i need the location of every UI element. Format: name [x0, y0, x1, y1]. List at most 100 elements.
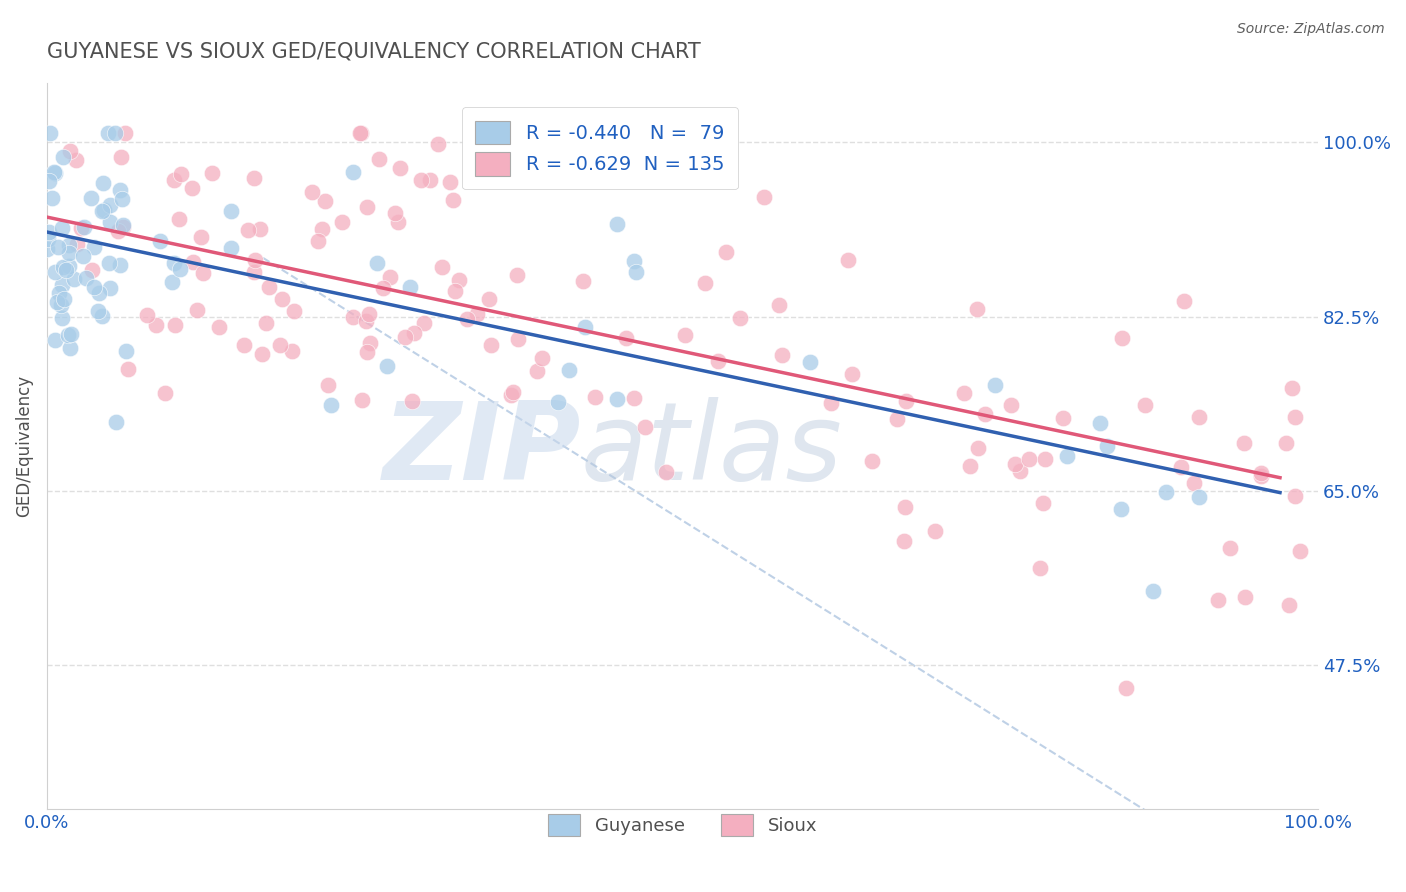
- Point: [110, 258, 132, 272]
- Point: [82, 263, 104, 277]
- Point: [984, 378, 1007, 392]
- Point: [51, 298, 73, 312]
- Point: [163, 256, 186, 270]
- Point: [257, 280, 280, 294]
- Point: [162, 173, 184, 187]
- Point: [104, 126, 127, 140]
- Point: [108, 183, 131, 197]
- Point: [623, 254, 645, 268]
- Point: [1173, 294, 1195, 309]
- Point: [354, 314, 377, 328]
- Point: [321, 398, 343, 412]
- Point: [624, 265, 647, 279]
- Point: [314, 194, 336, 208]
- Point: [65, 153, 87, 167]
- Point: [974, 407, 997, 421]
- Point: [51, 310, 73, 325]
- Point: [72, 219, 94, 234]
- Point: [404, 326, 426, 340]
- Point: [110, 150, 132, 164]
- Point: [860, 454, 883, 468]
- Point: [80, 191, 103, 205]
- Point: [356, 345, 378, 359]
- Point: [111, 192, 134, 206]
- Point: [83, 280, 105, 294]
- Point: [37, 232, 59, 246]
- Point: [252, 347, 274, 361]
- Point: [439, 176, 461, 190]
- Point: [51, 278, 73, 293]
- Point: [301, 186, 323, 200]
- Point: [186, 302, 208, 317]
- Point: [115, 343, 138, 358]
- Point: [91, 309, 114, 323]
- Point: [256, 316, 278, 330]
- Point: [58, 259, 80, 273]
- Point: [316, 377, 339, 392]
- Point: [770, 348, 793, 362]
- Point: [752, 190, 775, 204]
- Point: [558, 362, 581, 376]
- Point: [105, 416, 128, 430]
- Point: [93, 203, 115, 218]
- Point: [56, 327, 79, 342]
- Point: [456, 312, 478, 326]
- Point: [200, 166, 222, 180]
- Point: [478, 292, 501, 306]
- Point: [1188, 409, 1211, 424]
- Point: [1206, 593, 1229, 607]
- Point: [583, 390, 606, 404]
- Point: [136, 308, 159, 322]
- Point: [45, 295, 67, 310]
- Point: [1111, 502, 1133, 516]
- Point: [83, 240, 105, 254]
- Point: [837, 252, 859, 267]
- Point: [886, 412, 908, 426]
- Point: [38, 174, 60, 188]
- Point: [170, 167, 193, 181]
- Point: [117, 362, 139, 376]
- Point: [768, 298, 790, 312]
- Point: [465, 307, 488, 321]
- Point: [58, 238, 80, 252]
- Point: [208, 320, 231, 334]
- Point: [70, 221, 93, 235]
- Point: [1142, 584, 1164, 599]
- Point: [506, 332, 529, 346]
- Point: [59, 326, 82, 341]
- Point: [966, 301, 988, 316]
- Point: [219, 241, 242, 255]
- Point: [894, 393, 917, 408]
- Point: [87, 304, 110, 318]
- Point: [714, 244, 737, 259]
- Point: [41, 191, 63, 205]
- Point: [893, 534, 915, 549]
- Point: [269, 338, 291, 352]
- Point: [1278, 598, 1301, 612]
- Point: [959, 458, 981, 473]
- Text: Source: ZipAtlas.com: Source: ZipAtlas.com: [1237, 22, 1385, 37]
- Point: [59, 144, 82, 158]
- Point: [441, 193, 464, 207]
- Text: GUYANESE VS SIOUX GED/EQUIVALENCY CORRELATION CHART: GUYANESE VS SIOUX GED/EQUIVALENCY CORREL…: [46, 42, 700, 62]
- Point: [419, 173, 441, 187]
- Point: [243, 252, 266, 267]
- Point: [606, 217, 628, 231]
- Point: [655, 466, 678, 480]
- Point: [1090, 416, 1112, 430]
- Point: [107, 224, 129, 238]
- Point: [481, 338, 503, 352]
- Point: [531, 351, 554, 366]
- Point: [427, 137, 450, 152]
- Point: [841, 367, 863, 381]
- Point: [614, 331, 637, 345]
- Point: [1170, 459, 1192, 474]
- Point: [233, 337, 256, 351]
- Point: [1111, 331, 1133, 345]
- Point: [238, 223, 260, 237]
- Point: [183, 254, 205, 268]
- Point: [332, 214, 354, 228]
- Point: [1154, 485, 1177, 500]
- Point: [219, 204, 242, 219]
- Point: [368, 152, 391, 166]
